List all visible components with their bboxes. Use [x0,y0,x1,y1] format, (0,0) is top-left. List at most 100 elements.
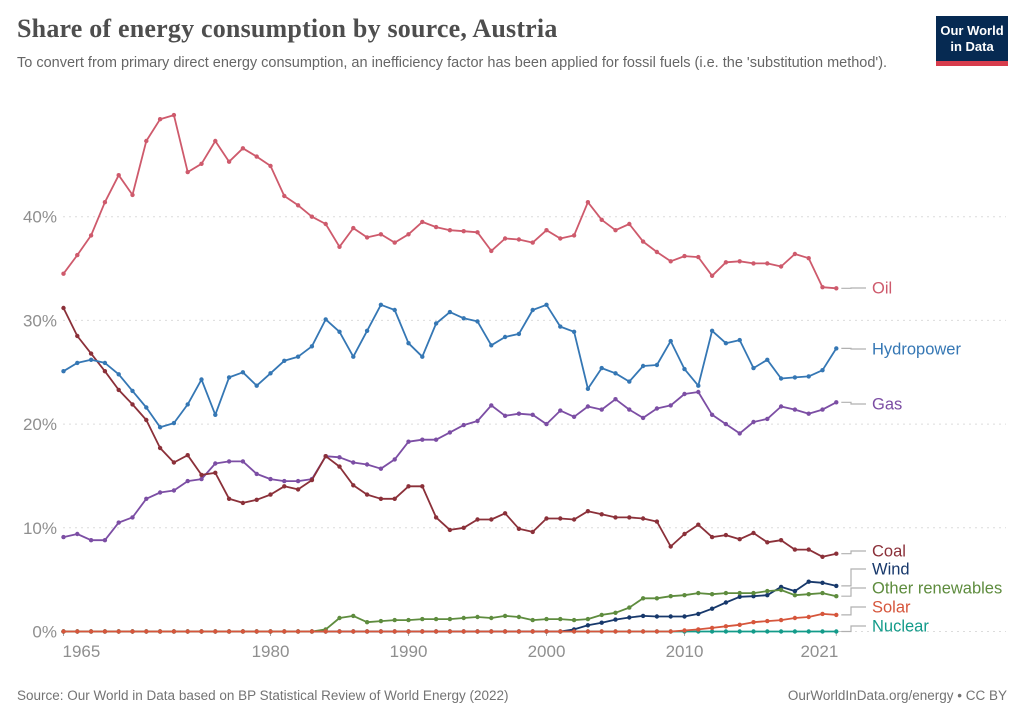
series-point-other-renewables [571,617,577,623]
series-point-wind [723,600,729,605]
legend-label-nuclear[interactable]: Nuclear [872,618,929,636]
series-point-hydropower [378,302,384,307]
series-point-hydropower [364,328,370,333]
series-point-oil [516,237,522,242]
series-point-coal [75,333,80,339]
legend-leader-other-renewables [841,587,866,597]
series-point-oil [351,225,356,231]
series-point-solar [516,629,522,634]
series-point-solar [544,629,549,634]
legend-label-hydropower[interactable]: Hydropower [872,341,961,359]
logo-underline [936,61,1008,66]
series-point-coal [806,547,811,552]
series-point-hydropower [544,302,549,307]
series-point-coal [364,492,370,497]
series-point-nuclear [751,629,756,634]
legend-label-gas[interactable]: Gas [872,396,902,414]
series-point-solar [226,629,232,634]
series-point-gas [88,538,94,543]
series-point-wind [778,584,784,590]
series-point-wind [806,579,811,584]
series-point-nuclear [737,629,742,634]
series-point-hydropower [613,371,618,376]
series-point-hydropower [723,341,729,346]
series-point-gas [378,466,384,471]
series-point-other-renewables [613,610,618,615]
series-point-solar [282,629,287,634]
series-point-hydropower [571,329,577,334]
series-point-hydropower [295,354,301,359]
legend-leader-gas [841,401,866,405]
series-point-nuclear [834,629,839,634]
series-point-coal [571,517,577,522]
series-point-solar [309,629,315,634]
series-point-other-renewables [627,605,632,610]
series-point-coal [627,515,632,520]
series-point-oil [144,138,149,144]
owid-logo[interactable]: Our World in Data [936,16,1008,66]
series-point-solar [737,622,742,627]
series-point-coal [378,496,384,501]
series-line-oil [62,114,837,290]
legend-label-wind[interactable]: Wind [872,561,910,579]
series-point-solar [599,629,604,634]
series-point-oil [130,192,135,198]
series-point-other-renewables [461,615,466,621]
series-point-solar [668,629,673,634]
series-point-gas [240,459,246,464]
series-point-oil [447,228,453,233]
series-point-coal [130,402,135,407]
series-point-oil [751,261,756,266]
series-point-gas [102,538,108,543]
series-point-hydropower [778,376,784,381]
series-point-coal [778,538,784,543]
series-point-coal [240,500,246,506]
series-point-oil [820,285,825,290]
series-point-oil [627,221,632,227]
series-point-other-renewables [558,616,563,622]
series-point-other-renewables [530,617,535,623]
series-point-coal [351,483,356,488]
series-point-gas [295,478,301,484]
series-point-other-renewables [834,594,839,599]
series-point-hydropower [751,365,756,371]
series-point-coal [323,454,328,459]
legend-label-oil[interactable]: Oil [872,280,892,298]
series-point-hydropower [337,329,342,334]
series-point-gas [571,414,577,419]
series-point-hydropower [226,375,232,380]
series-point-coal [213,470,218,475]
series-point-oil [226,159,232,164]
series-point-gas [613,397,618,402]
series-point-gas [171,488,177,493]
series-point-wind [765,593,770,598]
series-point-other-renewables [516,614,522,620]
legend-label-other-renewables[interactable]: Other renewables [872,580,1002,598]
series-point-hydropower [240,370,246,375]
legend-label-solar[interactable]: Solar [872,599,911,617]
series-point-gas [406,439,411,444]
series-point-hydropower [737,337,742,343]
series-point-gas [226,459,232,464]
series-point-hydropower [530,307,535,313]
series-point-solar [820,611,825,617]
series-point-coal [61,305,66,311]
series-point-solar [75,629,80,634]
series-point-solar [558,629,563,634]
series-point-oil [475,230,480,235]
series-point-solar [130,629,135,634]
series-point-oil [461,229,466,234]
series-point-hydropower [834,346,839,351]
series-point-oil [834,286,839,291]
series-point-hydropower [558,324,563,329]
series-point-solar [627,629,632,634]
series-point-hydropower [88,357,94,362]
legend-label-coal[interactable]: Coal [872,543,906,561]
series-point-other-renewables [723,590,729,596]
series-point-hydropower [502,334,508,340]
series-point-coal [337,464,342,469]
series-point-coal [157,445,163,451]
series-point-coal [144,417,149,423]
series-point-solar [461,629,466,634]
